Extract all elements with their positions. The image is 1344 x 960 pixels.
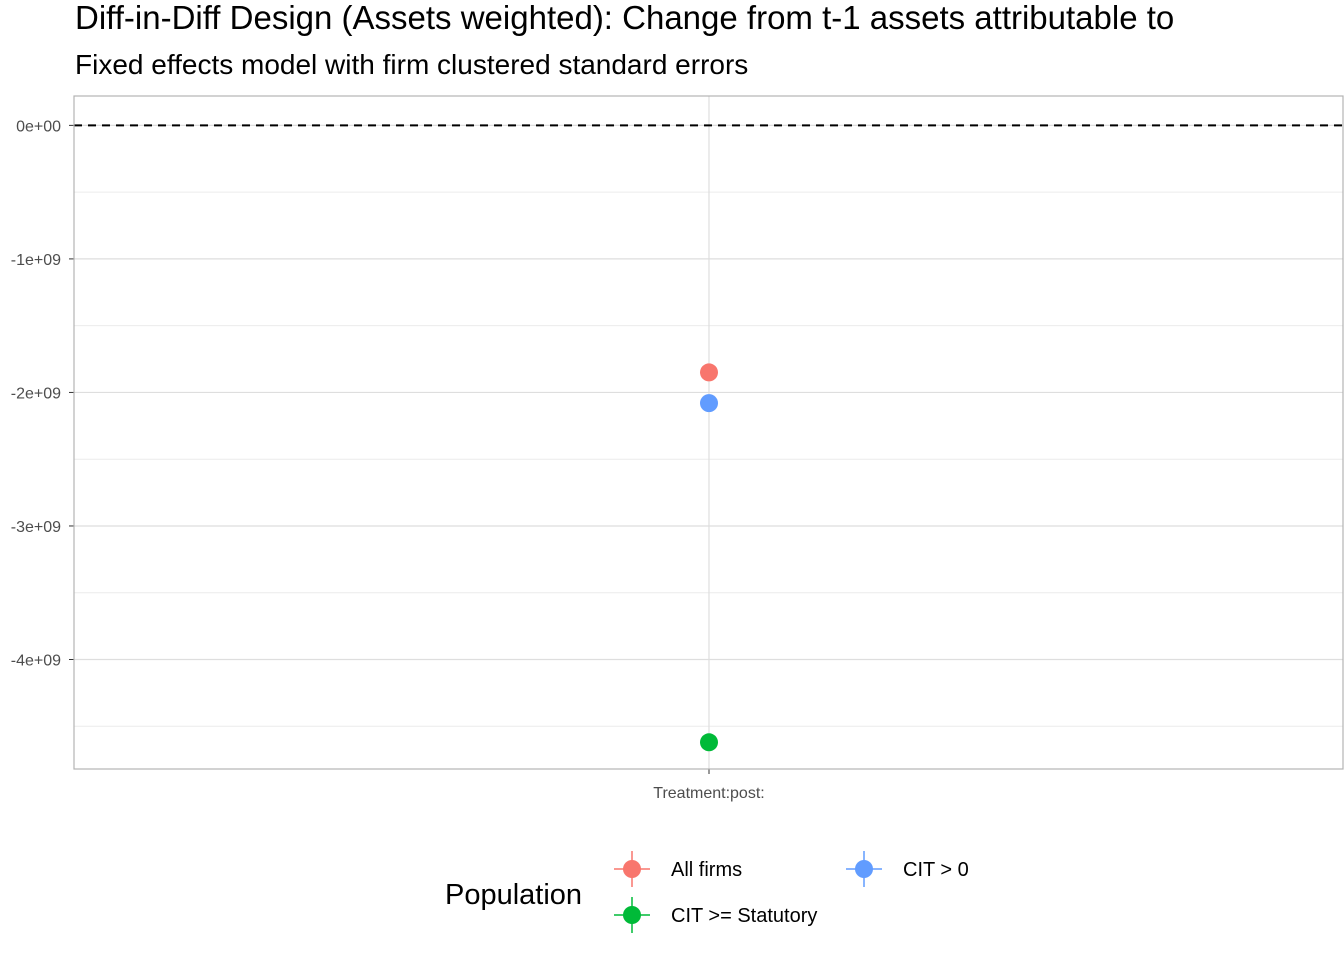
chart-title: Diff-in-Diff Design (Assets weighted): C… (75, 0, 1174, 36)
legend-title: Population (445, 879, 582, 911)
legend-entry: CIT > 0 (846, 851, 969, 887)
legend-key-point (623, 906, 641, 924)
legend-label: All firms (671, 859, 742, 881)
legend-label: CIT >= Statutory (671, 905, 817, 927)
plot-area: 0e+00 -1e+09 -2e+09 -3e+09 -4e+09 Treatment:p… (11, 95, 1344, 802)
legend-entry: CIT >= Statutory (614, 897, 817, 933)
legend-key-point (623, 860, 641, 878)
data-point (700, 394, 718, 413)
y-tick-label: 0e+00 (16, 118, 61, 135)
y-tick-label: -2e+09 (11, 385, 61, 402)
data-point (700, 363, 718, 382)
y-tick-label: -4e+09 (11, 653, 61, 670)
data-point (700, 733, 718, 752)
chart-subtitle: Fixed effects model with firm clustered … (75, 49, 748, 80)
legend: Population All firms CIT > 0 CIT >= Statuto… (445, 851, 969, 933)
panel-border (73, 95, 1344, 770)
legend-entry: All firms (614, 851, 742, 887)
y-tick-label: -1e+09 (11, 252, 61, 269)
x-tick-label: Treatment:post: (653, 785, 764, 802)
legend-key-point (855, 860, 873, 878)
legend-label: CIT > 0 (903, 859, 969, 881)
y-tick-label: -3e+09 (11, 519, 61, 536)
